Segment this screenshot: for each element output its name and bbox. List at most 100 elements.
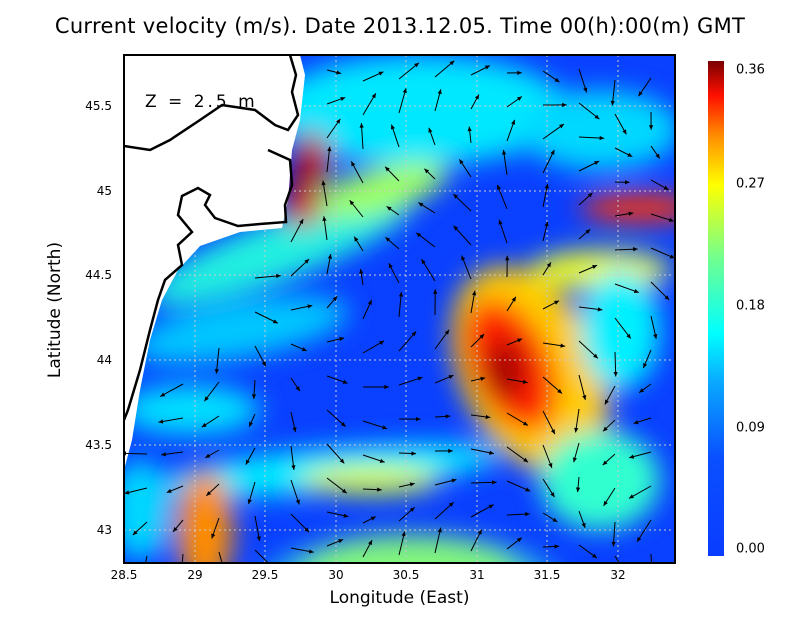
velocity-arrow — [398, 482, 415, 488]
velocity-arrow — [505, 255, 510, 278]
colorbar-tick: 0.00 — [736, 541, 765, 557]
speed-contour — [312, 162, 448, 218]
velocity-arrow — [578, 340, 599, 359]
velocity-arrow — [290, 343, 307, 352]
velocity-arrow — [613, 351, 618, 377]
velocity-arrow — [650, 315, 658, 339]
velocity-arrow — [254, 311, 279, 324]
velocity-arrow — [614, 211, 634, 217]
velocity-arrow — [326, 538, 344, 547]
colorbar-tick: 0.18 — [736, 298, 765, 314]
velocity-arrow — [506, 119, 516, 142]
velocity-arrow — [362, 539, 373, 558]
velocity-arrow — [326, 69, 342, 75]
velocity-arrow — [650, 247, 675, 259]
velocity-arrow — [434, 527, 442, 554]
velocity-arrow — [353, 236, 364, 252]
velocity-arrow — [321, 180, 328, 207]
velocity-arrow — [614, 247, 638, 252]
velocity-arrow — [578, 510, 586, 528]
velocity-arrow — [388, 262, 400, 284]
velocity-arrow — [251, 379, 257, 399]
velocity-arrow — [385, 236, 400, 250]
colorbar — [708, 61, 724, 556]
velocity-arrow — [542, 544, 560, 549]
velocity-arrow — [502, 149, 508, 176]
velocity-arrow — [201, 415, 220, 428]
velocity-arrow — [506, 537, 523, 550]
velocity-arrow — [362, 487, 382, 492]
speed-contour — [294, 132, 330, 188]
velocity-arrow — [648, 111, 654, 130]
velocity-arrow — [322, 216, 328, 241]
velocity-arrow — [650, 145, 661, 159]
velocity-arrow — [206, 483, 220, 497]
velocity-arrow — [254, 515, 261, 542]
velocity-arrow — [506, 511, 530, 517]
velocity-arrow — [614, 555, 620, 563]
velocity-arrow — [359, 123, 364, 150]
velocity-arrow — [326, 443, 345, 464]
x-tick: 32 — [610, 568, 626, 582]
velocity-arrow — [428, 127, 436, 146]
velocity-arrow — [124, 487, 148, 495]
x-tick: 29.5 — [251, 568, 279, 582]
velocity-arrow — [542, 221, 549, 242]
land-mask — [124, 55, 305, 470]
velocity-arrow — [650, 179, 669, 191]
velocity-arrow — [248, 413, 256, 427]
velocity-arrow — [542, 70, 560, 83]
velocity-arrow — [203, 381, 220, 402]
velocity-arrow — [398, 531, 406, 556]
speed-contour — [300, 466, 440, 494]
velocity-arrow — [506, 378, 528, 384]
velocity-arrow — [578, 160, 600, 172]
velocity-arrow — [542, 410, 556, 435]
colorbar-tick: 0.09 — [736, 420, 765, 436]
velocity-arrow — [578, 68, 588, 93]
velocity-arrow — [614, 180, 630, 185]
velocity-arrow — [158, 417, 184, 424]
velocity-arrow — [434, 448, 453, 454]
velocity-arrow — [470, 480, 497, 485]
velocity-arrow — [415, 232, 436, 248]
velocity-arrow — [610, 79, 616, 106]
velocity-arrow — [603, 487, 616, 507]
y-tick: 43.5 — [85, 438, 112, 452]
velocity-arrow — [578, 374, 587, 401]
velocity-arrow — [290, 479, 300, 505]
velocity-arrow — [290, 304, 313, 311]
velocity-arrow — [247, 481, 256, 505]
velocity-arrow — [362, 384, 389, 390]
velocity-arrow — [542, 444, 553, 469]
velocity-arrow — [542, 183, 549, 208]
velocity-arrow — [542, 102, 567, 108]
velocity-arrow — [172, 519, 184, 533]
velocity-arrow — [290, 377, 301, 392]
y-tick: 43 — [96, 523, 112, 537]
velocity-arrow — [470, 290, 477, 314]
velocity-arrow — [542, 376, 563, 394]
speed-contour — [540, 430, 660, 530]
velocity-arrow — [633, 417, 652, 425]
velocity-arrow — [470, 94, 480, 110]
y-tick: 45.5 — [85, 99, 112, 113]
velocity-arrow — [398, 88, 407, 114]
map-title: Current velocity (m/s). Date 2013.12.05.… — [54, 14, 746, 38]
x-axis-label: Longitude (East) — [329, 588, 470, 608]
velocity-arrow — [636, 519, 652, 543]
velocity-arrow — [470, 529, 483, 552]
velocity-arrow — [506, 412, 529, 426]
velocity-arrow — [159, 383, 184, 397]
velocity-arrow — [470, 414, 491, 420]
velocity-arrow — [498, 219, 508, 244]
velocity-arrow — [629, 451, 652, 459]
velocity-arrow — [578, 544, 598, 559]
velocity-arrow — [578, 228, 591, 240]
velocity-arrow — [398, 451, 417, 456]
velocity-arrow — [461, 255, 472, 280]
speed-contour — [580, 194, 675, 222]
velocity-arrow — [362, 420, 388, 430]
